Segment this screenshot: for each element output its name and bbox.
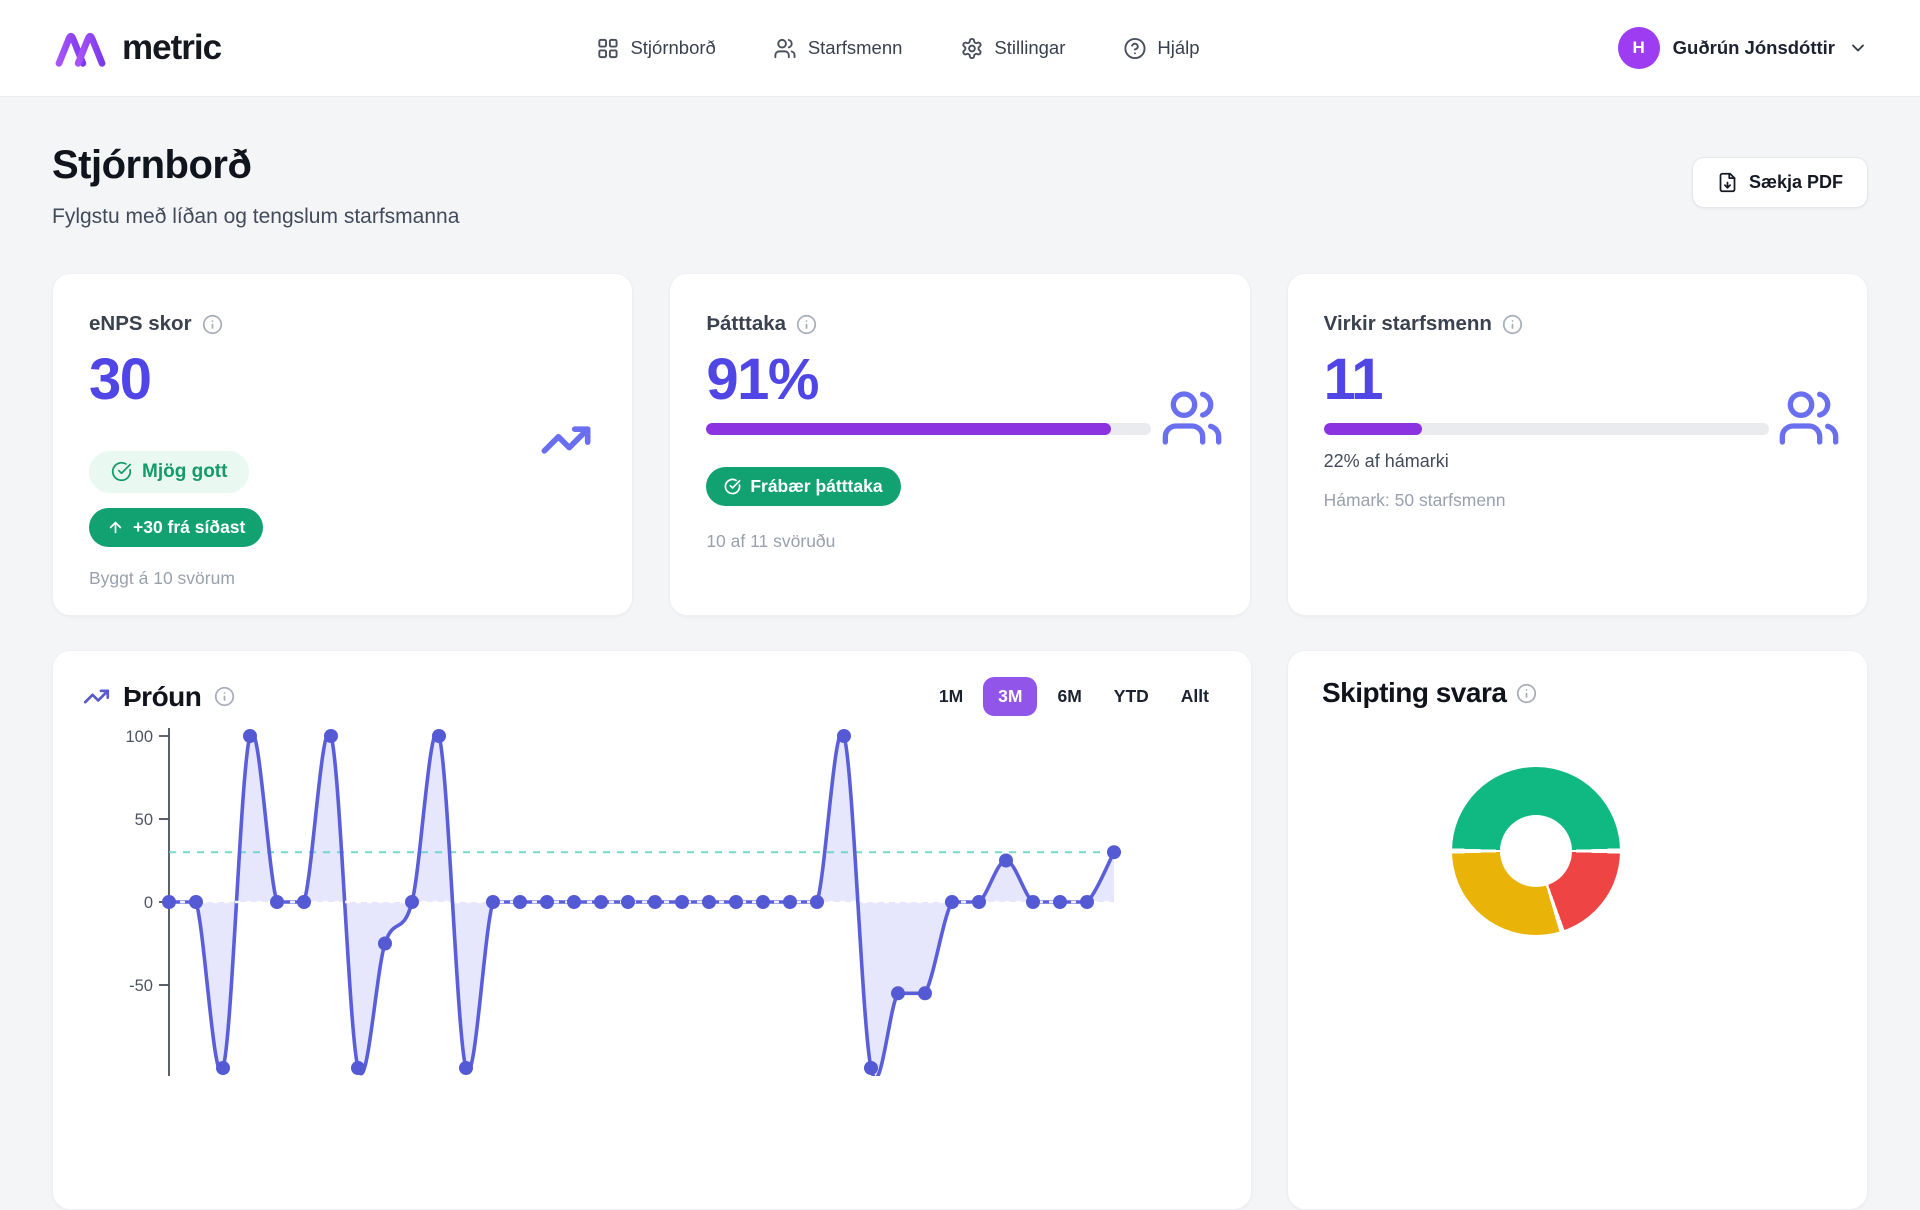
user-menu[interactable]: H Guðrún Jónsdóttir — [1617, 27, 1868, 69]
users-icon — [774, 38, 796, 58]
help-circle-icon — [1124, 37, 1146, 59]
active-employees-card-title: Virkir starfsmenn — [1323, 312, 1492, 335]
range-button-ytd[interactable]: YTD — [1102, 677, 1161, 716]
nav-item-employees[interactable]: Starfsmenn — [774, 37, 903, 60]
enps-caption: Byggt á 10 svörum — [89, 567, 235, 588]
participation-progress-fill — [706, 422, 1112, 435]
svg-text:-50: -50 — [129, 977, 153, 995]
trending-up-icon — [541, 426, 591, 454]
trend-title: Þróun — [123, 680, 202, 712]
nav-label: Stjórnborð — [630, 37, 716, 58]
main-nav: Stjórnborð Starfsmenn Stillingar Hjálp — [596, 37, 1200, 60]
enps-card: eNPS skor 30 Mjög gott — [52, 273, 634, 616]
nav-item-dashboard[interactable]: Stjórnborð — [596, 37, 716, 60]
info-icon[interactable] — [1516, 683, 1537, 704]
nav-label: Starfsmenn — [807, 37, 903, 58]
enps-card-title: eNPS skor — [89, 312, 192, 335]
users-icon — [1779, 391, 1839, 445]
distribution-title: Skipting svara — [1322, 677, 1507, 708]
range-selector: 1M 3M 6M YTD Allt — [927, 677, 1221, 716]
range-button-6m[interactable]: 6M — [1045, 677, 1093, 716]
avatar: H — [1617, 27, 1660, 69]
distribution-card: Skipting svara — [1287, 650, 1868, 1210]
trend-chart: 100 50 0 -50 — [83, 724, 1221, 1076]
participation-card-title: Þátttaka — [706, 312, 787, 335]
chevron-down-icon — [1852, 44, 1864, 52]
file-download-icon — [1719, 172, 1736, 193]
arrow-up-icon — [109, 521, 122, 534]
nav-item-settings[interactable]: Stillingar — [960, 37, 1065, 60]
range-button-all[interactable]: Allt — [1169, 677, 1221, 716]
enps-value: 30 — [89, 347, 152, 412]
users-icon — [1162, 391, 1221, 445]
page-subtitle: Fylgstu með líðan og tengslum starfsmann… — [52, 205, 460, 228]
main-content: Stjórnborð Fylgstu með líðan og tengslum… — [0, 97, 1920, 1210]
check-circle-icon — [724, 478, 741, 495]
nav-label: Stillingar — [994, 37, 1066, 58]
brand-name: metric — [122, 28, 222, 67]
user-name: Guðrún Jónsdóttir — [1672, 37, 1835, 58]
app-header: metric Stjórnborð Starfsmenn Stillingar — [0, 0, 1920, 97]
participation-caption: 10 af 11 svöruðu — [706, 530, 836, 551]
active-employees-progress-label: 22% af hámarki — [1323, 450, 1449, 471]
download-pdf-label: Sækja PDF — [1748, 172, 1843, 192]
gear-icon — [962, 37, 982, 59]
active-employees-progress-fill — [1323, 422, 1422, 435]
response-distribution-donut — [1452, 767, 1620, 935]
nav-label: Hjálp — [1157, 37, 1200, 58]
page-title: Stjórnborð — [52, 143, 252, 187]
svg-text:50: 50 — [135, 811, 153, 829]
brand-logo[interactable]: metric — [52, 25, 222, 71]
active-employees-value: 11 — [1323, 347, 1384, 412]
participation-badge: Frábær þátttaka — [706, 466, 901, 506]
trend-card: Þróun 1M 3M 6M YTD Allt 100 50 0 -50 — [52, 650, 1252, 1210]
participation-card: Þátttaka 91% Frábær þátttaka 10 af 11 sv… — [669, 273, 1251, 616]
check-circle-icon — [111, 462, 132, 482]
enps-change-badge: +30 frá síðast — [89, 507, 264, 547]
active-employees-progress-track — [1323, 422, 1769, 435]
metric-logo-icon — [55, 33, 106, 67]
range-button-3m[interactable]: 3M — [983, 677, 1038, 716]
enps-rating-badge: Mjög gott — [89, 450, 250, 493]
info-icon[interactable] — [796, 314, 817, 335]
nav-item-help[interactable]: Hjálp — [1123, 37, 1200, 60]
download-pdf-button[interactable]: Sækja PDF — [1691, 157, 1868, 208]
trending-up-icon — [83, 689, 110, 704]
info-icon[interactable] — [202, 314, 223, 335]
dashboard-grid-icon — [598, 38, 618, 58]
stats-row: eNPS skor 30 Mjög gott — [52, 273, 1868, 616]
participation-progress-track — [706, 422, 1152, 435]
range-button-1m[interactable]: 1M — [927, 677, 975, 716]
active-employees-card: Virkir starfsmenn 11 22% af hámarki Háma… — [1286, 273, 1868, 616]
svg-text:0: 0 — [144, 894, 153, 912]
page-head: Stjórnborð Fylgstu með líðan og tengslum… — [52, 143, 1868, 229]
active-employees-caption: Hámark: 50 starfsmenn — [1323, 489, 1506, 510]
info-icon[interactable] — [1502, 314, 1523, 335]
svg-text:100: 100 — [125, 728, 153, 746]
bottom-row: Þróun 1M 3M 6M YTD Allt 100 50 0 -50 — [52, 650, 1868, 1210]
participation-value: 91% — [706, 347, 819, 412]
info-icon[interactable] — [214, 686, 235, 707]
